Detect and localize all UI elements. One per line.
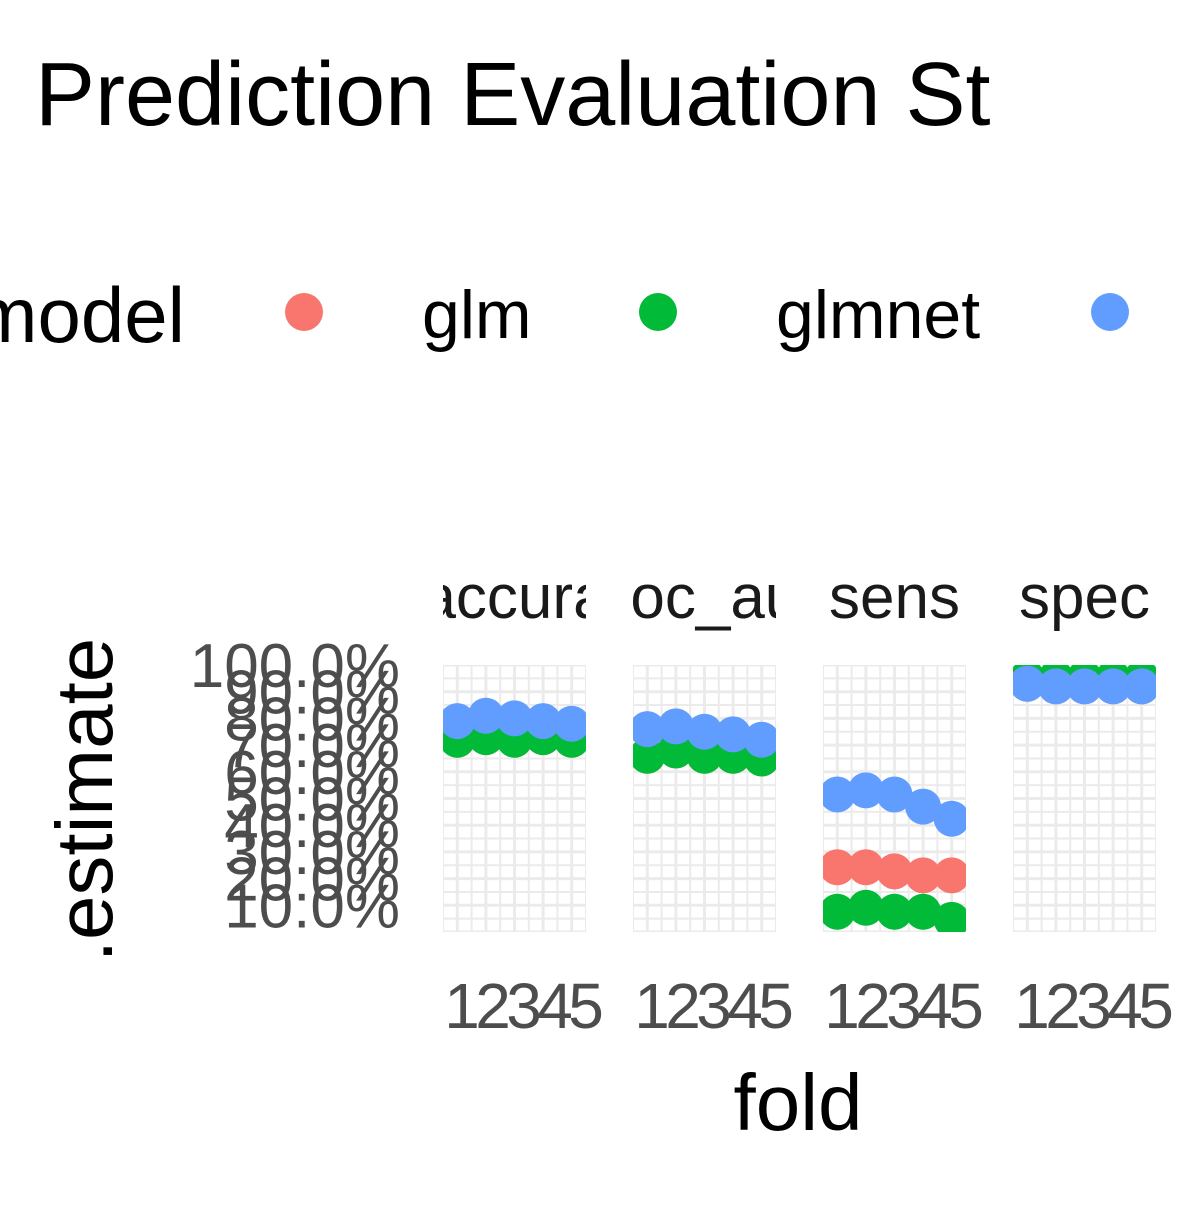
data-point-series-3 (1037, 668, 1074, 705)
data-point-series-3 (1013, 665, 1046, 702)
facet-strip-label: roc_au (610, 563, 800, 632)
x-tick-label: 2 (855, 970, 888, 1042)
legend-key-glm (285, 293, 323, 331)
y-tick-label: 40.0% (224, 792, 400, 861)
x-tick-label: 2 (1045, 970, 1078, 1042)
data-point-series-3 (1066, 668, 1103, 705)
data-point-series-3 (525, 703, 562, 740)
x-tick-label: 5 (758, 970, 791, 1042)
x-tick-label: 4 (1107, 970, 1141, 1042)
data-point-series-3 (847, 772, 884, 809)
data-point-glmnet (933, 901, 966, 932)
facet-strip-label: accura (421, 563, 608, 632)
x-tick-label: 1 (1014, 970, 1047, 1042)
data-point-series-3 (1095, 668, 1132, 705)
x-tick-label: 3 (1076, 970, 1109, 1042)
data-point-series-3 (743, 721, 776, 758)
x-tick-label: 5 (1138, 970, 1171, 1042)
data-point-series-3 (715, 716, 752, 753)
y-axis-label: .estimate (40, 638, 129, 963)
x-tick-label: 5 (568, 970, 601, 1042)
x-tick-label: 1 (824, 970, 857, 1042)
y-tick-label: 70.0% (224, 712, 400, 781)
data-point-glm (847, 849, 884, 886)
y-tick-label: 90.0% (224, 659, 400, 728)
data-point-series-3 (633, 711, 666, 748)
x-tick-label: 4 (727, 970, 761, 1042)
data-point-glm (933, 857, 966, 894)
y-tick-label: 50.0% (224, 766, 400, 835)
data-point-series-3 (657, 708, 694, 745)
y-tick-label: 10.0% (224, 872, 400, 941)
x-tick-label: 1 (444, 970, 477, 1042)
y-tick-label: 100.0% (190, 632, 400, 701)
facet-panel-2: roc_au 1 2 3 4 5 (610, 563, 800, 1042)
data-point-series-3 (905, 788, 942, 825)
data-point-glm (905, 857, 942, 894)
x-tick-label: 4 (917, 970, 951, 1042)
y-tick-label: 60.0% (224, 739, 400, 808)
facet-panel-3: sens 1 2 3 4 5 (823, 563, 985, 1042)
x-tick-label: 4 (537, 970, 571, 1042)
y-tick-label: 80.0% (224, 685, 400, 754)
data-point-glmnet (633, 737, 666, 774)
data-point-series-3 (876, 776, 913, 813)
data-point-glmnet (876, 893, 913, 930)
x-tick-label: 5 (948, 970, 981, 1042)
facet-strip-label: sens (829, 563, 960, 632)
data-point-series-3 (823, 776, 856, 813)
legend-label-glm: glm (422, 277, 532, 353)
data-point-series-3 (933, 800, 966, 837)
facet-panel-1: accura 1 2 3 4 5 (421, 563, 608, 1042)
x-tick-label: 3 (886, 970, 919, 1042)
data-point-series-3 (1123, 668, 1156, 705)
x-axis-label: fold (734, 1058, 863, 1147)
data-point-series-3 (467, 697, 504, 734)
y-tick-label: 30.0% (224, 819, 400, 888)
legend-key-series-3 (1091, 293, 1129, 331)
data-point-glm (823, 849, 856, 886)
data-point-series-3 (443, 703, 476, 740)
x-tick-label: 2 (475, 970, 508, 1042)
y-tick-label: 20.0% (224, 846, 400, 915)
data-point-glmnet (847, 889, 884, 926)
facet-panel-4: spec 1 2 3 4 5 (1013, 563, 1175, 1042)
legend-key-glmnet (639, 293, 677, 331)
data-point-glm (876, 853, 913, 890)
data-point-series-3 (496, 700, 533, 737)
x-tick-label: 3 (506, 970, 539, 1042)
data-point-series-3 (553, 705, 586, 742)
x-tick-label: 3 (696, 970, 729, 1042)
data-point-glmnet (905, 893, 942, 930)
chart-title: Prediction Evaluation St (35, 45, 991, 145)
x-tick-label: 1 (634, 970, 667, 1042)
data-point-glmnet (823, 893, 856, 930)
x-tick-label: 2 (665, 970, 698, 1042)
facet-strip-label: spec (1019, 563, 1150, 632)
legend-label-glmnet: glmnet (776, 277, 980, 353)
data-point-series-3 (686, 713, 723, 750)
legend-title: model (0, 271, 185, 359)
